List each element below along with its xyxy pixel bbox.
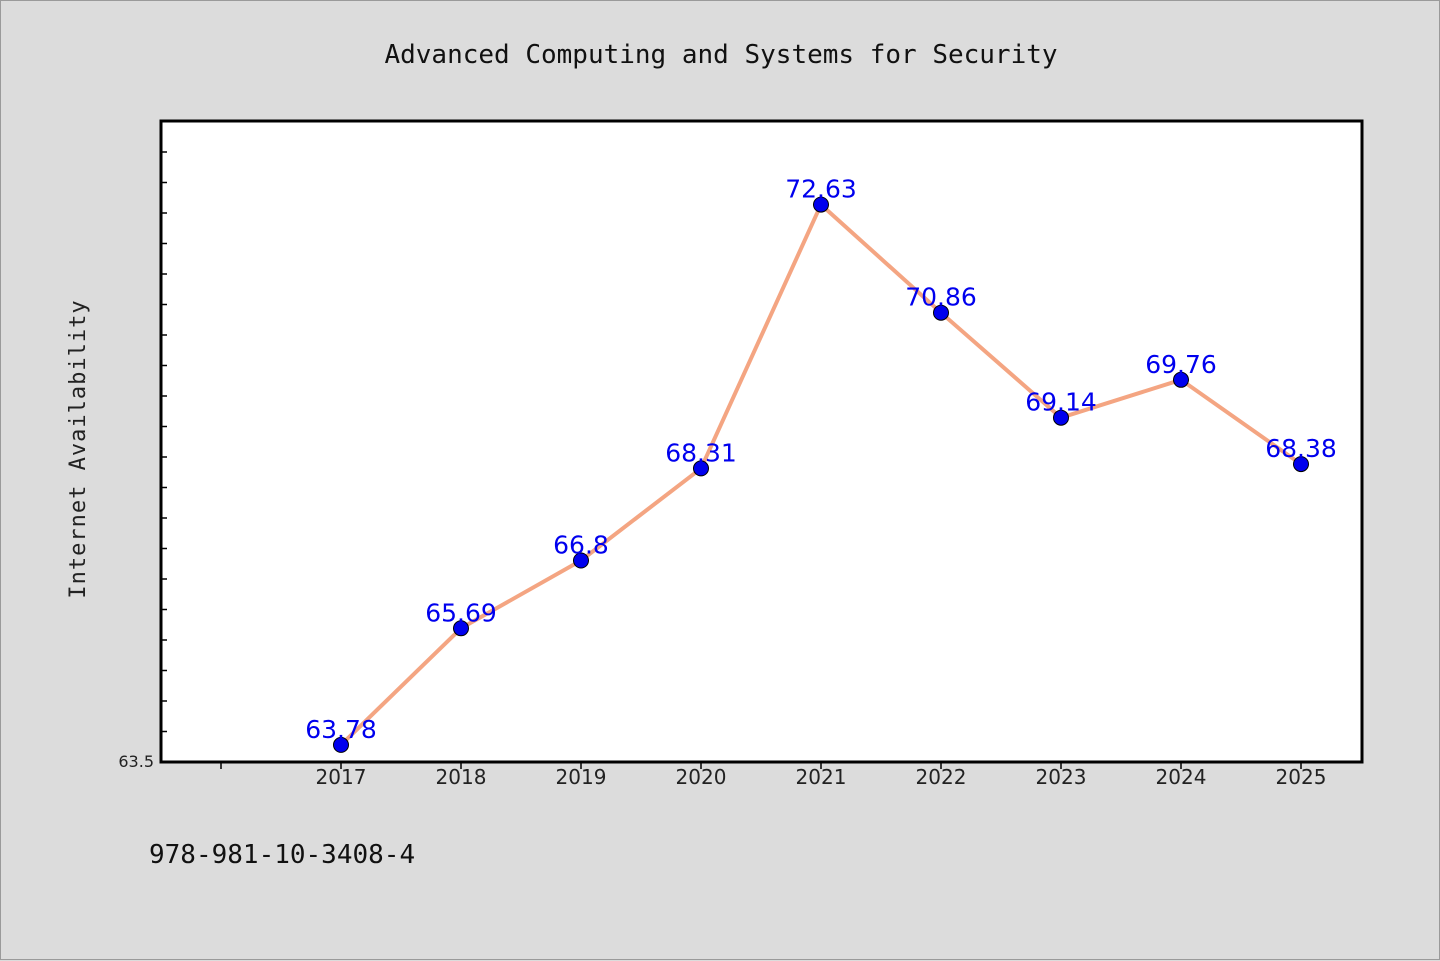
chart-title: Advanced Computing and Systems for Secur… [384,40,1057,70]
data-point [693,460,709,477]
x-tick-label: 2023 [1036,765,1087,789]
x-tick-label: 2024 [1156,765,1207,789]
y-axis-label: Internet Availability [66,299,91,598]
data-label: 66.8 [553,531,609,560]
data-markers [333,196,1309,753]
data-label: 63.78 [305,715,377,744]
data-label: 65.69 [425,598,497,627]
data-label: 69.76 [1145,350,1217,379]
x-tick-label: 2017 [316,765,367,789]
data-label: 69.14 [1025,388,1097,417]
data-point [333,736,349,753]
y-axis-ticks [161,151,167,733]
y-tick-label-min: 63.5 [118,752,154,771]
data-point [813,196,829,213]
isbn-footer: 978-981-10-3408-4 [149,840,415,870]
data-labels: 63.78 65.69 66.8 68.31 72.63 70.86 69.14 69.76 6… [305,175,1337,744]
x-tick-label: 2019 [556,765,607,789]
x-axis-ticks [220,762,1302,769]
x-tick-label: 2020 [676,765,727,789]
x-axis-tick-labels: 2017 2018 2019 2020 2021 2022 2023 2024 2025 [316,765,1327,789]
x-tick-label: 2025 [1276,765,1327,789]
data-point [573,552,589,569]
data-point [1293,456,1309,473]
x-tick-label: 2018 [436,765,487,789]
data-point [453,620,469,637]
plot-area [159,119,1364,764]
data-label: 72.63 [785,175,857,204]
data-label: 70.86 [905,283,977,312]
data-point [933,304,949,321]
x-tick-label: 2021 [796,765,847,789]
x-tick-label: 2022 [916,765,967,789]
data-point [1173,371,1189,388]
data-label: 68.38 [1265,434,1337,463]
data-point [1053,409,1069,426]
data-label: 68.31 [665,438,737,467]
